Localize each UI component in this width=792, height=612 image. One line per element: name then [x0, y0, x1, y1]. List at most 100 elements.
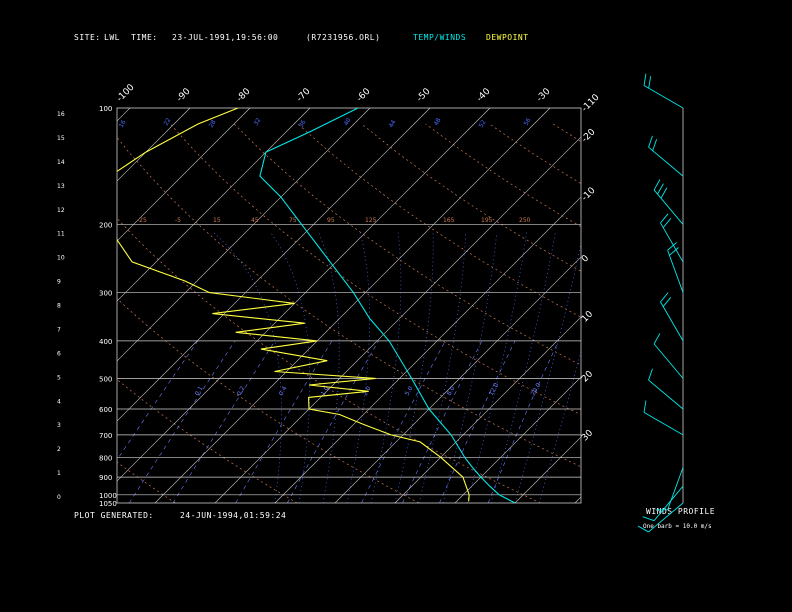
moist-adiabat-label: 36	[298, 119, 308, 129]
height-tick-label: 13	[57, 183, 65, 190]
wind-barb-staff	[643, 411, 684, 436]
wind-barb-staff	[660, 301, 684, 342]
dry-adiabat-label: 195	[481, 217, 493, 224]
wind-barb-staff	[653, 189, 684, 225]
wind-barb-flag	[667, 242, 677, 251]
dry-adiabat-line	[117, 217, 541, 503]
moist-adiabat-line	[466, 232, 527, 503]
isotherm-label: -10	[580, 186, 598, 204]
wind-barb-flag	[662, 297, 672, 307]
wind-barb-flag	[660, 213, 669, 224]
height-tick-label: 2	[57, 446, 61, 453]
wind-barb-staff	[653, 343, 684, 379]
wind-barb-flag	[642, 516, 655, 522]
isotherm-label: -60	[355, 86, 373, 104]
moist-adiabat-line	[514, 241, 581, 503]
height-tick-label: 14	[57, 159, 65, 166]
pressure-tick-label: 300	[99, 290, 112, 298]
plot-generated-label: PLOT GENERATED:	[74, 511, 154, 520]
wind-barb-staff	[648, 146, 684, 177]
isotherm-label: -80	[235, 86, 253, 104]
isotherm-line	[334, 256, 581, 503]
dewpoint-profile-line	[117, 108, 470, 502]
height-tick-label: 7	[57, 326, 61, 333]
wind-barb-staff	[648, 379, 684, 410]
mixing-ratio-line	[287, 340, 379, 503]
height-tick-label: 0	[57, 494, 61, 501]
moist-adiabat-label: 28	[208, 119, 218, 129]
time-label: TIME:	[131, 33, 158, 42]
wind-barb-flag	[648, 135, 653, 148]
isotherm-line	[117, 108, 131, 122]
isotherm-label: -30	[535, 86, 553, 104]
dry-adiabat-line	[117, 379, 298, 503]
mixing-ratio-label: 0.2	[236, 385, 247, 397]
mixing-ratio-line	[361, 340, 446, 503]
dry-adiabat-line	[297, 123, 581, 318]
mixing-ratio-label: 0.4	[278, 385, 289, 397]
moist-adiabat-line	[346, 232, 370, 503]
isotherm-line	[154, 108, 551, 503]
dry-adiabat-label: 95	[327, 217, 335, 224]
moist-adiabat-line	[394, 232, 434, 503]
isotherm-line	[117, 108, 251, 242]
mixing-ratio-label: 0.1	[194, 385, 205, 397]
dry-adiabat-label: 15	[213, 217, 221, 224]
wind-barb-staff	[667, 250, 684, 293]
isotherm-label: -20	[580, 127, 598, 145]
isotherm-label: -50	[415, 86, 433, 104]
height-tick-label: 6	[57, 350, 61, 357]
moist-adiabat-label: 52	[478, 119, 488, 129]
mixing-ratio-label: 1.0	[320, 385, 331, 397]
winds-barb-note: One barb = 10.0 m/s	[643, 523, 712, 530]
wind-barb-staff	[667, 467, 684, 510]
mixing-ratio-label: 5.0	[404, 385, 415, 397]
time-value: 23-JUL-1991,19:56:00	[172, 33, 279, 42]
isotherm-line	[117, 108, 431, 422]
dry-adiabat-line	[117, 298, 420, 503]
isotherm-line	[117, 108, 311, 302]
isotherm-label: 0	[580, 253, 591, 264]
wind-barb-flag	[653, 333, 661, 345]
height-tick-label: 10	[57, 255, 65, 262]
dry-adiabat-line	[233, 123, 581, 366]
dry-adiabat-label: -25	[137, 217, 147, 224]
mixing-ratio-line	[402, 340, 483, 503]
dry-adiabat-line	[489, 123, 581, 184]
pressure-tick-label: 700	[99, 432, 112, 440]
wind-barb-flag	[652, 139, 658, 151]
site-label: SITE:	[74, 33, 101, 42]
pressure-tick-label: 1050	[99, 500, 117, 508]
pressure-tick-label: 900	[99, 474, 112, 482]
height-tick-label: 4	[57, 398, 61, 405]
moist-adiabat-label: 48	[433, 117, 443, 127]
mixing-ratio-line	[128, 340, 236, 503]
pressure-tick-label: 200	[99, 221, 112, 229]
isotherm-line	[117, 108, 191, 182]
moist-adiabat-line	[490, 232, 556, 503]
isotherm-line	[214, 136, 581, 503]
wind-barb-flag	[669, 247, 679, 256]
mixing-ratio-line	[487, 340, 559, 503]
moist-adiabat-line	[418, 232, 467, 503]
isotherm-line	[454, 376, 581, 503]
mixing-ratio-label: 12.0	[488, 382, 501, 397]
height-tick-label: 12	[57, 207, 65, 214]
wind-barb-flag	[660, 292, 669, 303]
height-tick-label: 8	[57, 303, 61, 310]
mixing-ratio-line	[172, 340, 276, 503]
legend-dewpoint: DEWPOINT	[486, 33, 529, 42]
pressure-tick-label: 100	[99, 105, 112, 113]
pressure-tick-label: 1000	[99, 492, 117, 500]
dry-adiabat-label: 45	[251, 217, 259, 224]
isotherm-label: 20	[580, 369, 595, 384]
dry-adiabat-label: -5	[175, 217, 181, 224]
isotherm-label: -40	[475, 86, 493, 104]
mixing-ratio-line	[117, 340, 198, 461]
moist-adiabat-line	[213, 232, 282, 503]
dry-adiabat-label: 75	[289, 217, 297, 224]
isotherm-line	[117, 108, 491, 482]
pressure-tick-label: 800	[99, 454, 112, 462]
isotherm-label: -100	[115, 82, 137, 104]
